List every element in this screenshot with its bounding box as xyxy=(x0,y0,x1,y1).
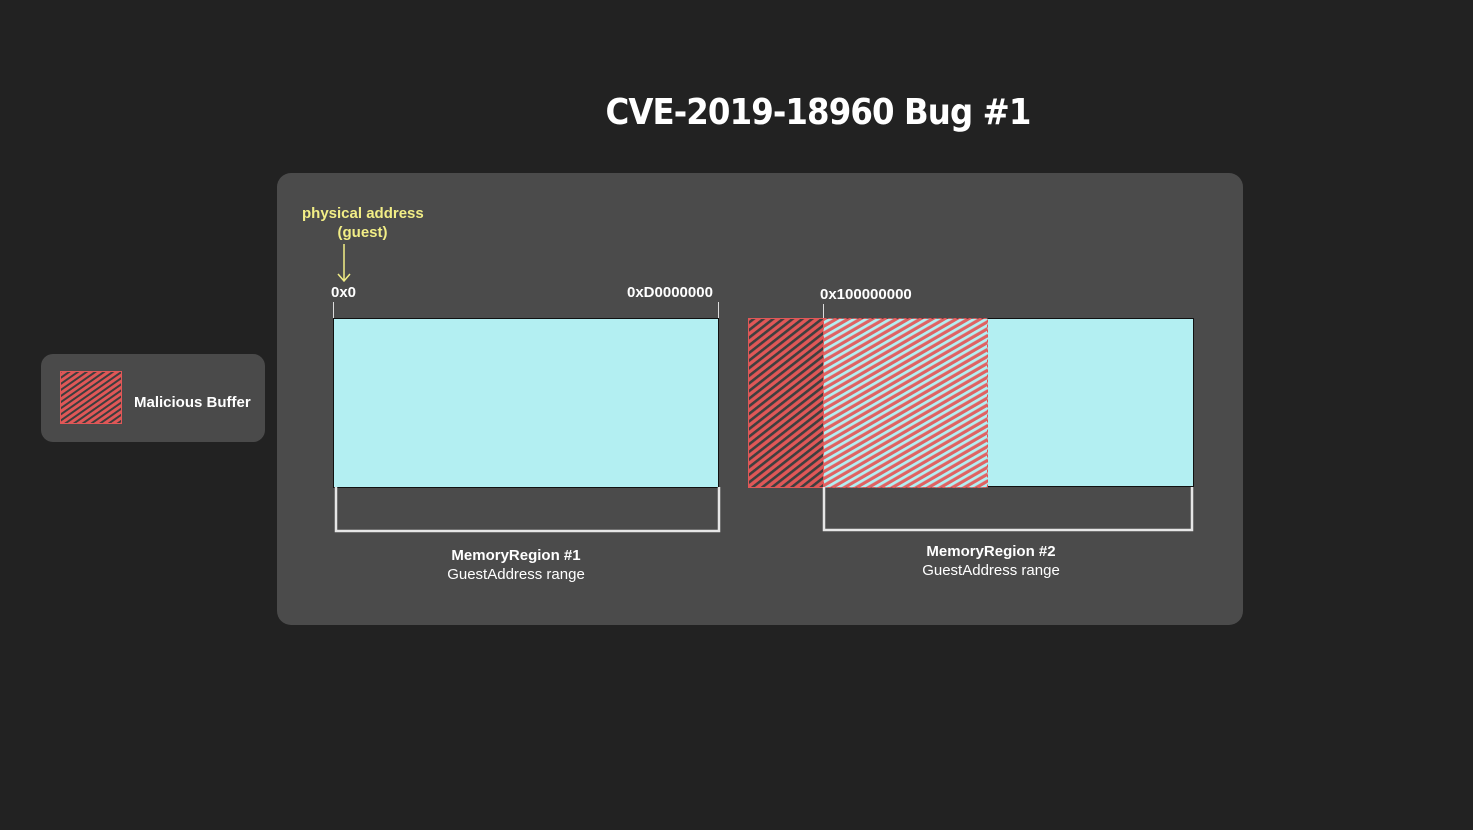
annotation-line1: physical address xyxy=(302,205,424,222)
diagram-title: CVE-2019-18960 Bug #1 xyxy=(605,92,1031,133)
physical-address-annotation: physical address (guest) xyxy=(302,204,424,242)
memory-region-1-block xyxy=(333,318,719,488)
malicious-buffer-swatch xyxy=(60,371,122,424)
region1-bracket xyxy=(334,487,721,533)
region2-caption: MemoryRegion #2 GuestAddress range xyxy=(871,542,1111,580)
region1-range: GuestAddress range xyxy=(447,566,585,583)
region1-end-address: 0xD0000000 xyxy=(627,284,713,301)
region2-name: MemoryRegion #2 xyxy=(926,543,1056,560)
legend: Malicious Buffer xyxy=(41,354,265,442)
region1-caption: MemoryRegion #1 GuestAddress range xyxy=(396,546,636,584)
region2-start-address: 0x100000000 xyxy=(820,286,912,303)
legend-label: Malicious Buffer xyxy=(134,394,251,411)
annotation-line2: (guest) xyxy=(337,224,388,241)
annotation-arrowhead xyxy=(337,273,351,283)
malicious-buffer-outside xyxy=(748,318,824,488)
region2-bracket xyxy=(822,487,1194,532)
region1-name: MemoryRegion #1 xyxy=(451,547,581,564)
region2-range: GuestAddress range xyxy=(922,562,1060,579)
region1-start-address: 0x0 xyxy=(331,284,357,301)
malicious-buffer-overlap xyxy=(823,318,988,488)
